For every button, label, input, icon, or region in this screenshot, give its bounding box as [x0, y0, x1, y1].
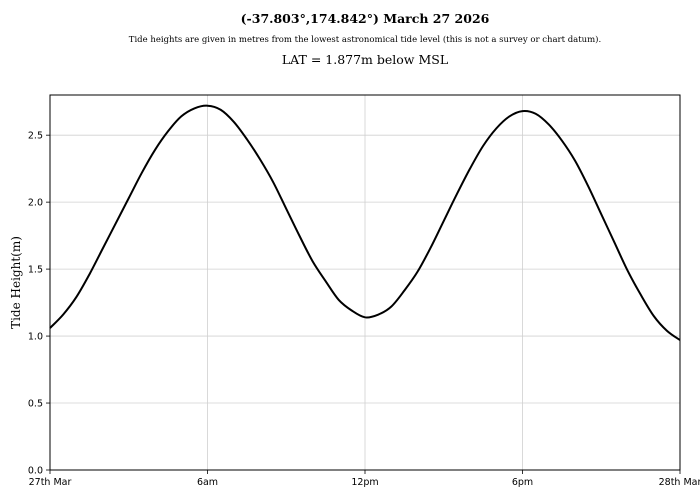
y-tick-label: 0.5 — [28, 399, 43, 410]
x-tick-label: 28th Mar — [659, 477, 700, 488]
x-tick-label: 6am — [197, 477, 218, 488]
tide-height-series-line — [49, 104, 681, 341]
x-tick-label: 27th Mar — [29, 477, 72, 488]
y-tick-label: 0.0 — [28, 466, 43, 477]
y-axis-label: Tide Height(m) — [9, 236, 23, 329]
y-tick-label: 2.0 — [28, 198, 43, 209]
x-tick-label: 12pm — [351, 477, 378, 488]
y-axis-ticks: 0.0 0.5 1.0 1.5 2.0 2.5 — [28, 131, 50, 477]
y-tick-label: 2.5 — [28, 131, 43, 142]
lat-note: LAT = 1.877m below MSL — [281, 52, 449, 67]
y-tick-label: 1.0 — [28, 332, 43, 343]
x-tick-label: 6pm — [512, 477, 533, 488]
chart-subtitle: Tide heights are given in metres from th… — [128, 35, 602, 45]
x-axis-ticks: 27th Mar 6am 12pm 6pm 28th Mar — [29, 470, 700, 488]
y-tick-label: 1.5 — [28, 265, 43, 276]
grid-lines — [50, 95, 680, 471]
chart-title: (-37.803°,174.842°) March 27 2026 — [240, 11, 490, 26]
